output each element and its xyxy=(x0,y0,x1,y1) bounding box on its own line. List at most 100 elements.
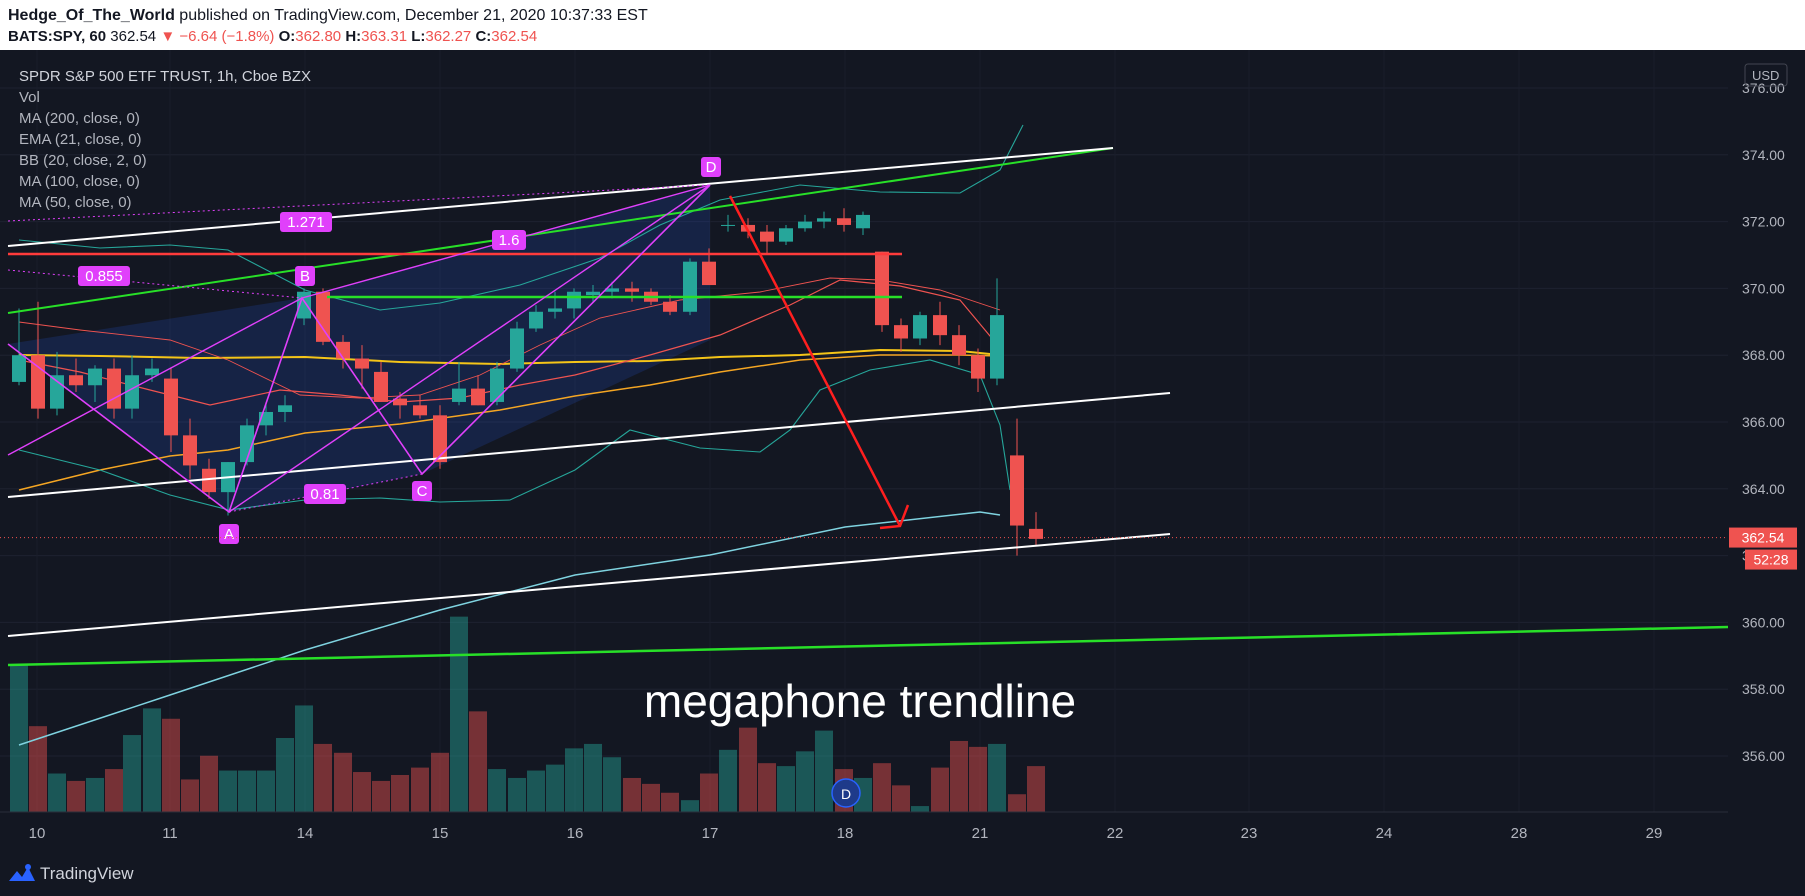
fib-dotted-mid xyxy=(7,269,303,299)
price-tick: 356.00 xyxy=(1742,748,1785,764)
candle-body xyxy=(817,218,831,222)
bb-upper-line xyxy=(18,124,1024,311)
volume-bar xyxy=(238,770,256,812)
price-axis[interactable]: 356.00358.00360.00362.00364.00366.00368.… xyxy=(1728,50,1805,810)
footer xyxy=(0,860,1805,896)
volume-bar xyxy=(411,767,429,812)
legend-item[interactable]: MA (200, close, 0) xyxy=(19,110,140,127)
volume-bar xyxy=(219,770,237,812)
time-tick: 16 xyxy=(567,825,584,842)
volume-bar xyxy=(257,770,275,812)
volume-bar xyxy=(873,763,891,812)
candle-body xyxy=(894,325,908,339)
candle-body xyxy=(1029,528,1043,539)
price-axis-bg xyxy=(1728,50,1805,810)
pattern-label-c: C xyxy=(417,483,428,500)
volume-bar xyxy=(603,757,621,812)
countdown-tag: 52:28 xyxy=(1753,552,1788,568)
legend-item[interactable]: MA (100, close, 0) xyxy=(19,173,140,190)
close-value: 362.54 xyxy=(491,28,538,45)
volume-bar xyxy=(950,740,968,812)
author-name[interactable]: Hedge_Of_The_World xyxy=(8,7,175,24)
candle-body xyxy=(856,214,870,229)
volume-bar xyxy=(565,748,583,812)
time-tick: 23 xyxy=(1241,825,1258,842)
time-tick: 10 xyxy=(29,825,46,842)
white-megaphone-lower xyxy=(7,533,1171,637)
volume-bar xyxy=(29,726,47,812)
volume-bar xyxy=(67,780,85,812)
legend-title[interactable]: SPDR S&P 500 ETF TRUST, 1h, Cboe BZX xyxy=(19,68,312,85)
volume-bar xyxy=(488,769,506,812)
candle-body xyxy=(202,468,216,493)
volume-bar xyxy=(276,738,294,812)
fib-label-081: 0.81 xyxy=(310,486,339,503)
volume-bar xyxy=(527,770,545,812)
volume-bar xyxy=(623,777,641,812)
candle-body xyxy=(240,425,254,463)
volume-bar xyxy=(143,708,161,812)
volume-bar xyxy=(796,751,814,812)
pattern-label-c-bg xyxy=(412,481,432,501)
pattern-label-d-bg xyxy=(701,157,721,177)
candle-body xyxy=(702,261,716,286)
volume-bar xyxy=(353,772,371,812)
candle-body xyxy=(933,315,947,336)
tradingview-brand[interactable]: TradingView xyxy=(40,864,134,883)
pattern-label-b: B xyxy=(300,268,310,285)
volume-bar xyxy=(758,763,776,812)
harmonic-pattern-fill xyxy=(8,185,710,512)
volume-bar xyxy=(892,785,910,812)
fib-label-16-bg xyxy=(492,230,526,250)
change-value: −6.64 (−1.8%) xyxy=(179,28,275,45)
green-trendline-upper xyxy=(7,147,1114,314)
price-tick: 360.00 xyxy=(1742,614,1785,630)
open-label: O: xyxy=(278,28,296,45)
candle-body xyxy=(837,218,851,225)
candle-body xyxy=(875,251,889,326)
white-megaphone-upper xyxy=(7,147,1114,247)
volume-bar xyxy=(988,743,1006,812)
candle-body xyxy=(316,291,330,342)
published-text: published on TradingView.com, December 2… xyxy=(179,7,648,24)
candle-body xyxy=(952,335,966,356)
ma200-line xyxy=(18,511,1001,746)
price-tick: 366.00 xyxy=(1742,414,1785,430)
candle-body xyxy=(990,315,1004,379)
pattern-label-d: D xyxy=(706,159,717,176)
price-tags: 362.54 52:28 xyxy=(0,527,1797,570)
time-axis[interactable]: 10 11 14 15 16 17 18 21 22 23 24 28 29 xyxy=(0,811,1728,842)
candle-body xyxy=(164,378,178,436)
low-label: L: xyxy=(411,28,426,45)
price-tag: 362.54 xyxy=(1742,530,1785,546)
legend-item[interactable]: EMA (21, close, 0) xyxy=(19,131,142,148)
volume-bar xyxy=(391,775,409,812)
volume-bar xyxy=(815,730,833,812)
close-label: C: xyxy=(475,28,492,45)
candle-body xyxy=(625,288,639,292)
candle-body xyxy=(529,311,543,329)
legend-item[interactable]: MA (50, close, 0) xyxy=(19,194,132,211)
volume-bar xyxy=(931,767,949,812)
legend-item[interactable]: Vol xyxy=(19,89,40,106)
price-tick: 370.00 xyxy=(1742,280,1785,296)
white-channel-middle xyxy=(7,392,1171,498)
candle-body xyxy=(683,261,697,312)
candle-body xyxy=(69,375,83,386)
open-value: 362.80 xyxy=(295,28,342,45)
pattern-label-a: A xyxy=(224,526,234,543)
volume-bar xyxy=(200,755,218,812)
chart-legend: SPDR S&P 500 ETF TRUST, 1h, Cboe BZX Vol M… xyxy=(19,66,311,213)
legend-item[interactable]: BB (20, close, 2, 0) xyxy=(19,152,147,169)
volume-bars xyxy=(10,616,1045,812)
candle-body xyxy=(183,435,197,466)
pattern-label-a-bg xyxy=(219,524,239,544)
high-value: 363.31 xyxy=(361,28,408,45)
candle-body xyxy=(145,368,159,376)
red-arrow-shaft xyxy=(728,195,902,527)
volume-bar xyxy=(372,780,390,812)
candle-body xyxy=(779,228,793,242)
volume-bar xyxy=(1027,766,1045,812)
price-tick: 358.00 xyxy=(1742,681,1785,697)
